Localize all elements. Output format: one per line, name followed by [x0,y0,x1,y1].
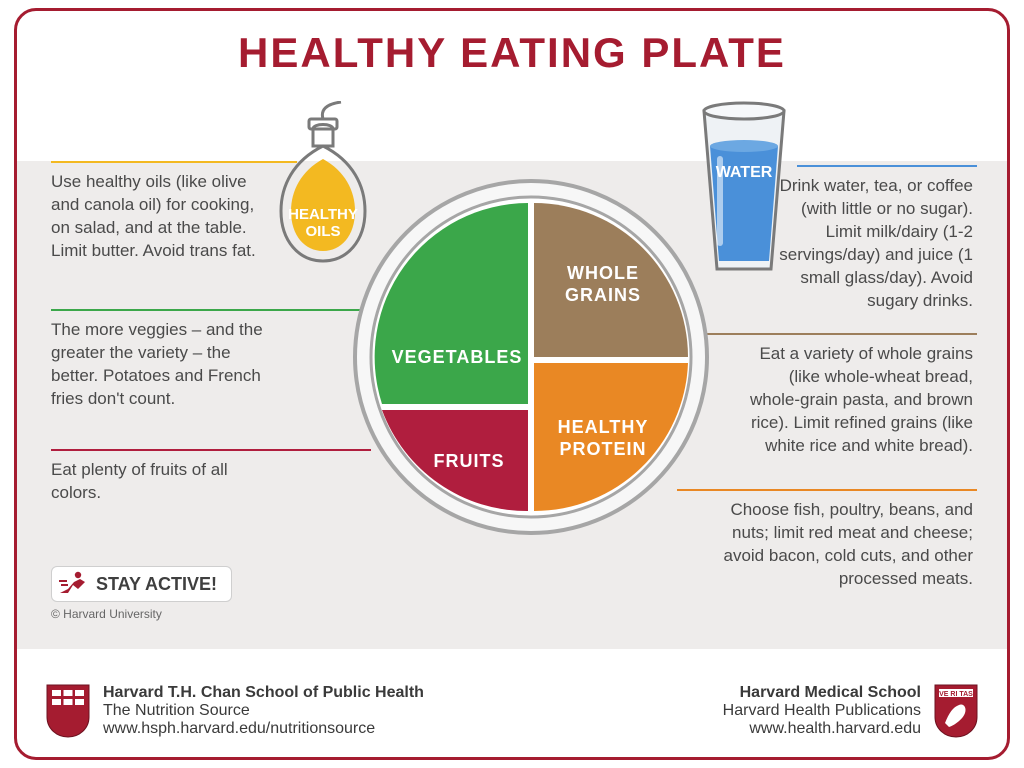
rule-protein [677,489,977,491]
footer-right-line1: Harvard Medical School [723,684,921,702]
shield-left-icon [45,683,91,739]
footer-left-line3: www.hsph.harvard.edu/nutritionsource [103,720,424,738]
stay-active-badge: STAY ACTIVE! [51,566,232,602]
rule-grains [693,333,977,335]
runner-icon [58,571,88,597]
content-layer: HEALTHY OILS WATER Use healthy oils (lik… [17,11,1007,757]
label-protein-1: HEALTHY [558,417,649,437]
footer-right: Harvard Medical School Harvard Health Pu… [723,683,979,739]
infographic-frame: HEALTHY EATING PLATE HEALTHY OILS WATER [14,8,1010,760]
rule-water [797,165,977,167]
water-label: WATER [705,164,783,182]
rule-fruits [51,449,371,451]
footer-left-line1: Harvard T.H. Chan School of Public Healt… [103,684,424,702]
copyright: © Harvard University [51,607,162,621]
stay-active-text: STAY ACTIVE! [96,574,217,595]
footer-left: Harvard T.H. Chan School of Public Healt… [45,683,424,739]
label-vegetables: VEGETABLES [392,347,523,367]
rule-oils [51,161,297,163]
footer-right-line3: www.health.harvard.edu [723,720,921,738]
footer-right-line2: Harvard Health Publications [723,702,921,720]
plate: VEGETABLES FRUITS WHOLE GRAINS HEALTHY P… [353,179,709,535]
label-grains-2: GRAINS [565,285,641,305]
label-fruits: FRUITS [434,451,505,471]
footer-right-text: Harvard Medical School Harvard Health Pu… [723,684,921,738]
footer-left-line2: The Nutrition Source [103,702,424,720]
tip-vegetables: The more veggies – and the greater the v… [51,319,281,411]
tip-water: Drink water, tea, or coffee (with little… [773,175,973,313]
tip-fruits: Eat plenty of fruits of all colors. [51,459,281,505]
footer: Harvard T.H. Chan School of Public Healt… [17,669,1007,757]
tip-oils: Use healthy oils (like olive and canola … [51,171,263,263]
rule-vegetables [51,309,363,311]
label-protein-2: PROTEIN [559,439,646,459]
tip-protein: Choose fish, poultry, beans, and nuts; l… [719,499,973,591]
footer-left-text: Harvard T.H. Chan School of Public Healt… [103,684,424,738]
tip-grains: Eat a variety of whole grains (like whol… [743,343,973,458]
svg-text:VE RI TAS: VE RI TAS [939,691,973,698]
shield-right-icon: VE RI TAS [933,683,979,739]
label-grains-1: WHOLE [567,263,639,283]
